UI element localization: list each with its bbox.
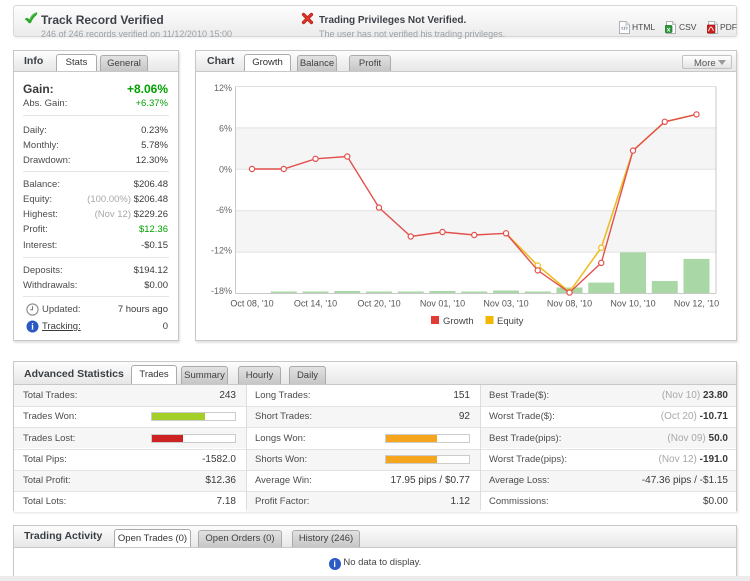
svg-text:0%: 0%	[219, 164, 232, 174]
svg-text:Oct 14, '10: Oct 14, '10	[294, 299, 337, 309]
svg-text:Nov 01, '10: Nov 01, '10	[420, 299, 465, 309]
svg-text:Growth: Growth	[443, 316, 474, 327]
svg-text:12%: 12%	[214, 83, 232, 93]
svg-text:Nov 03, '10: Nov 03, '10	[483, 299, 528, 309]
svg-text:i: i	[31, 322, 34, 332]
svg-text:-12%: -12%	[211, 245, 232, 255]
svg-text:Nov 12, '10: Nov 12, '10	[674, 299, 719, 309]
svg-text:6%: 6%	[219, 123, 232, 133]
svg-text:Equity: Equity	[497, 316, 524, 327]
svg-text:-6%: -6%	[216, 205, 232, 215]
svg-text:x: x	[667, 26, 671, 33]
svg-text:Nov 08, '10: Nov 08, '10	[547, 299, 592, 309]
svg-text:Nov 10, '10: Nov 10, '10	[610, 299, 655, 309]
svg-text:-18%: -18%	[211, 286, 232, 296]
svg-text:Oct 20, '10: Oct 20, '10	[357, 299, 400, 309]
svg-text:Oct 08, '10: Oct 08, '10	[230, 299, 273, 309]
